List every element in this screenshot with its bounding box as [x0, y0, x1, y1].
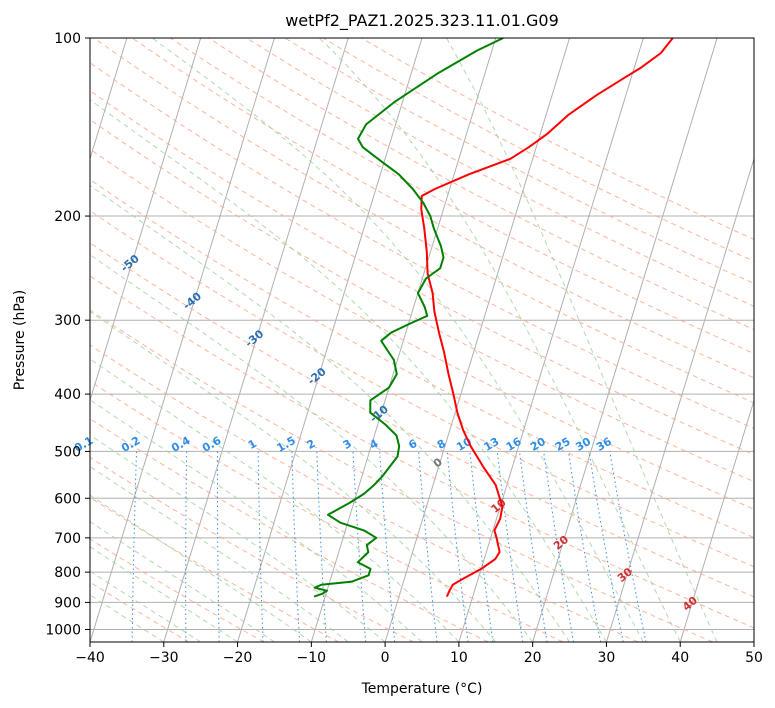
- moist-adiabat-line: [90, 254, 534, 642]
- y-axis-ticks: 100 200 300 400 500 600 700 800 900 1000: [45, 31, 90, 638]
- x-tick-label: −40: [75, 650, 105, 666]
- moist-adiabat-line: [90, 311, 497, 642]
- dry-adiabat-line: [90, 418, 489, 642]
- dry-adiabat-line: [90, 210, 754, 568]
- x-tick-label: 20: [524, 650, 542, 666]
- dry-adiabat-line: [90, 581, 190, 642]
- mixing-ratio-line: [418, 451, 438, 642]
- isotherm-gridline: [605, 157, 754, 642]
- y-tick-label: 600: [54, 491, 81, 507]
- isotherm-gridline: [458, 38, 644, 642]
- mixing-ratio-line: [257, 451, 264, 642]
- mixing-ratio-line: [568, 451, 602, 642]
- dry-adiabat-line: [90, 275, 754, 629]
- moist-adiabat-line: [90, 521, 275, 642]
- mixing-ratio-line: [519, 451, 548, 642]
- dry-adiabat-line: [90, 380, 564, 642]
- y-axis-label: Pressure (hPa): [12, 290, 28, 390]
- mixing-ratio-line: [316, 451, 327, 642]
- isotherm-gridline: [679, 398, 754, 642]
- dry-adiabat-line: [93, 38, 754, 404]
- mixing-ratio-line: [131, 451, 138, 642]
- dry-adiabat-line: [90, 538, 265, 642]
- x-tick-label: −30: [149, 650, 179, 666]
- isotherm-gridline: [384, 38, 571, 642]
- x-tick-label: −20: [223, 650, 253, 666]
- dry-adiabat-line: [90, 148, 754, 510]
- mixing-ratio-line: [352, 451, 367, 642]
- moist-adiabat-line: [152, 38, 644, 642]
- moist-adiabat-line: [446, 38, 718, 642]
- dry-adiabat-line: [90, 242, 754, 598]
- x-tick-label: 10: [450, 650, 468, 666]
- y-tick-label: 400: [54, 387, 81, 403]
- moist-adiabat-line: [90, 399, 423, 642]
- x-axis-label: Temperature (°C): [361, 681, 483, 697]
- y-tick-label: 1000: [45, 622, 81, 638]
- mixing-ratio-line: [446, 451, 469, 642]
- mixing-ratio-line: [291, 451, 301, 642]
- moist-adiabat-line: [90, 465, 349, 642]
- moist-adiabat-line: [318, 38, 681, 642]
- x-tick-label: 40: [671, 650, 689, 666]
- dry-adiabat-line: [284, 38, 754, 285]
- x-tick-label: 0: [381, 650, 390, 666]
- y-tick-label: 100: [54, 31, 81, 47]
- dry-adiabat-line: [208, 38, 754, 331]
- isotherm-gridline: [163, 38, 349, 642]
- y-tick-label: 700: [54, 531, 81, 547]
- mixing-ratio-line: [543, 451, 574, 642]
- x-tick-label: −10: [297, 650, 327, 666]
- isotherm-gridline: [237, 38, 423, 642]
- y-tick-label: 300: [54, 313, 81, 329]
- mixing-ratio-line: [217, 451, 220, 642]
- moist-adiabat-line: [90, 358, 460, 642]
- dry-adiabat-line: [90, 90, 754, 456]
- y-tick-label: 800: [54, 565, 81, 581]
- plot-area: [90, 38, 754, 642]
- dewpoint-line: [313, 38, 504, 598]
- sounding-profiles: [313, 38, 674, 598]
- y-tick-label: 500: [54, 444, 81, 460]
- plot-frame: [89, 37, 755, 643]
- x-tick-label: 30: [598, 650, 616, 666]
- mixing-ratio-line: [469, 451, 494, 642]
- isotherm-gridline: [90, 38, 202, 403]
- y-tick-label: 900: [54, 595, 81, 611]
- moist-adiabat-line: [90, 184, 570, 642]
- mixing-ratio-line: [609, 451, 647, 642]
- mixing-ratio-line: [588, 451, 624, 642]
- moist-adiabat-line: [90, 99, 607, 642]
- temperature-line: [420, 38, 674, 598]
- isotherm-gridline: [532, 38, 718, 642]
- moist-adiabat-line: [90, 434, 386, 642]
- x-axis-ticks: −40 −30 −20 −10 0 10 20 30 40 50: [75, 642, 763, 666]
- mixing-ratio-line: [496, 451, 524, 642]
- isotherm-gridline: [90, 38, 128, 161]
- chart-title: wetPf2_PAZ1.2025.323.11.01.G09: [285, 11, 559, 31]
- moist-adiabat-line: [90, 494, 312, 642]
- mixing-ratio-line: [185, 451, 188, 642]
- y-tick-label: 200: [54, 209, 81, 225]
- dry-adiabat-line: [169, 38, 754, 355]
- mixing-ratio-line: [379, 451, 396, 642]
- x-tick-label: 50: [745, 650, 763, 666]
- dry-adiabat-line: [90, 309, 713, 642]
- dry-adiabat-line: [90, 344, 639, 642]
